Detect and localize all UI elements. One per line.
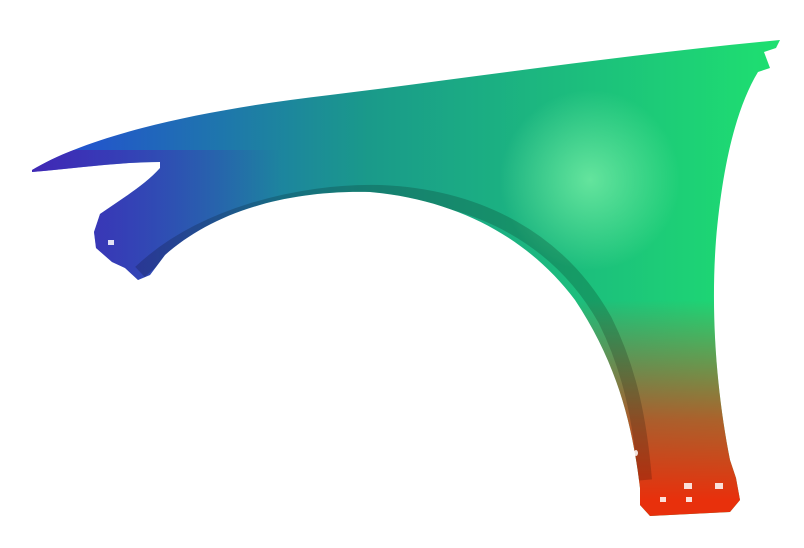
mounting-holes xyxy=(108,217,723,502)
